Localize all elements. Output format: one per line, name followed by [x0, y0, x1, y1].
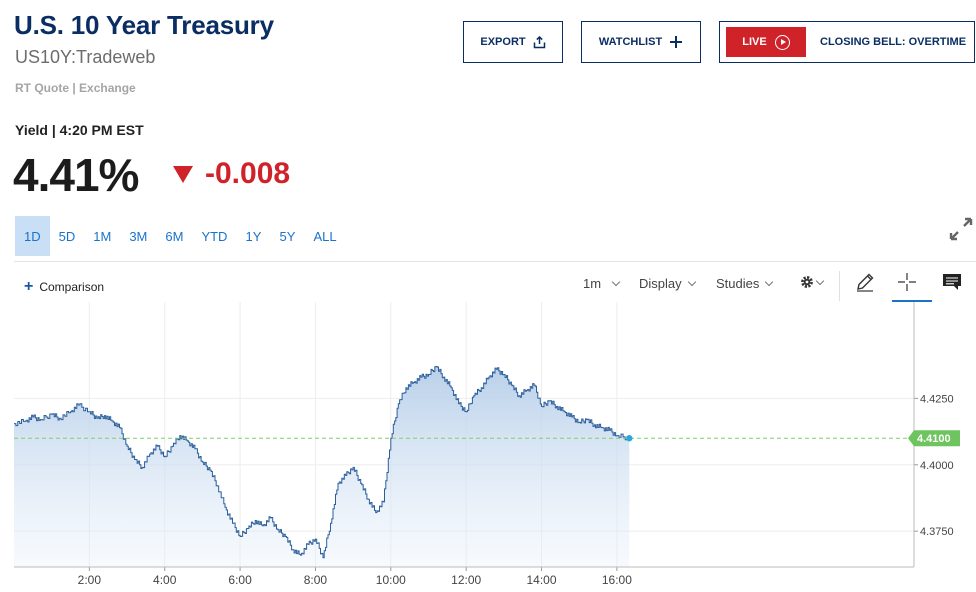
watchlist-button[interactable]: WATCHLIST — [581, 21, 701, 63]
page-title: U.S. 10 Year Treasury — [14, 10, 274, 40]
x-tick-label: 12:00 — [451, 573, 481, 587]
range-tab-6m[interactable]: 6M — [165, 228, 184, 244]
studies-dropdown[interactable]: Studies — [716, 276, 774, 291]
series-area-fill — [14, 366, 630, 567]
y-tick-label: 4.4000 — [920, 460, 954, 472]
time-range-tabs: 1D 5D 1M 3M 6M YTD 1Y 5Y ALL — [15, 216, 346, 256]
comparison-label: Comparison — [39, 280, 105, 294]
export-label: EXPORT — [480, 36, 526, 48]
last-price: 4.41% — [13, 149, 139, 201]
studies-label: Studies — [716, 276, 760, 291]
x-tick-label: 16:00 — [602, 573, 632, 587]
x-tick-label: 8:00 — [304, 573, 328, 587]
export-button[interactable]: EXPORT — [463, 21, 563, 63]
gear-icon — [801, 276, 813, 288]
comparison-button[interactable]: + Comparison — [24, 278, 104, 296]
range-tab-all[interactable]: ALL — [313, 228, 337, 244]
y-tick-label: 4.4250 — [920, 393, 954, 405]
plus-icon: + — [24, 278, 34, 295]
x-tick-label: 6:00 — [228, 573, 252, 587]
crosshair-icon[interactable] — [895, 270, 919, 294]
live-label: LIVE — [742, 36, 767, 48]
last-price-tag — [908, 430, 960, 447]
closing-bell-label: CLOSING BELL: OVERTIME — [820, 36, 967, 48]
range-tab-1y[interactable]: 1Y — [245, 228, 262, 244]
range-tab-3m[interactable]: 3M — [129, 228, 148, 244]
range-tab-ytd[interactable]: YTD — [201, 228, 228, 244]
play-circle-icon — [774, 34, 790, 50]
share-upload-icon — [533, 35, 545, 48]
quote-meta: RT Quote | Exchange — [15, 81, 136, 95]
symbol-label: US10Y:Tradeweb — [15, 47, 156, 67]
watchlist-label: WATCHLIST — [598, 36, 663, 48]
pencil-icon[interactable] — [853, 270, 877, 294]
range-tab-1d[interactable]: 1D — [15, 216, 50, 256]
yield-timestamp: Yield | 4:20 PM EST — [15, 122, 144, 138]
display-label: Display — [639, 276, 682, 291]
x-tick-label: 14:00 — [527, 573, 557, 587]
toolbar-divider — [14, 261, 976, 262]
last-price-tag-label: 4.4100 — [917, 433, 951, 445]
comment-icon[interactable] — [940, 270, 964, 294]
crosshair-active-indicator — [892, 300, 932, 302]
live-badge: LIVE — [726, 27, 806, 57]
live-closing-bell-button[interactable]: LIVE CLOSING BELL: OVERTIME — [719, 21, 975, 63]
price-change: -0.008 — [205, 157, 291, 190]
chevron-down-icon — [611, 277, 621, 287]
range-tab-1m[interactable]: 1M — [93, 228, 112, 244]
x-tick-label: 4:00 — [153, 573, 177, 587]
yield-chart[interactable]: 2:00 4:00 6:00 8:00 10:00 12:00 14:00 16:00 4.37… — [0, 302, 976, 592]
toolbar-separator — [839, 271, 840, 301]
display-dropdown[interactable]: Display — [639, 276, 696, 291]
last-point-marker — [626, 435, 633, 442]
interval-label: 1m — [583, 276, 602, 291]
range-tab-5d[interactable]: 5D — [58, 228, 76, 244]
plus-icon — [670, 36, 683, 48]
interval-dropdown[interactable]: 1m — [583, 276, 621, 291]
chevron-down-icon — [815, 276, 825, 285]
range-tab-5y[interactable]: 5Y — [279, 228, 296, 244]
y-tick-label: 4.3750 — [920, 526, 954, 538]
expand-arrows-icon[interactable] — [948, 216, 974, 242]
settings-dropdown[interactable] — [799, 274, 825, 290]
chevron-down-icon — [687, 277, 696, 287]
x-tick-label: 2:00 — [78, 573, 102, 587]
x-tick-label: 10:00 — [376, 573, 406, 587]
chevron-down-icon — [765, 277, 774, 287]
series-line — [14, 366, 630, 559]
down-arrow-icon — [173, 166, 193, 183]
